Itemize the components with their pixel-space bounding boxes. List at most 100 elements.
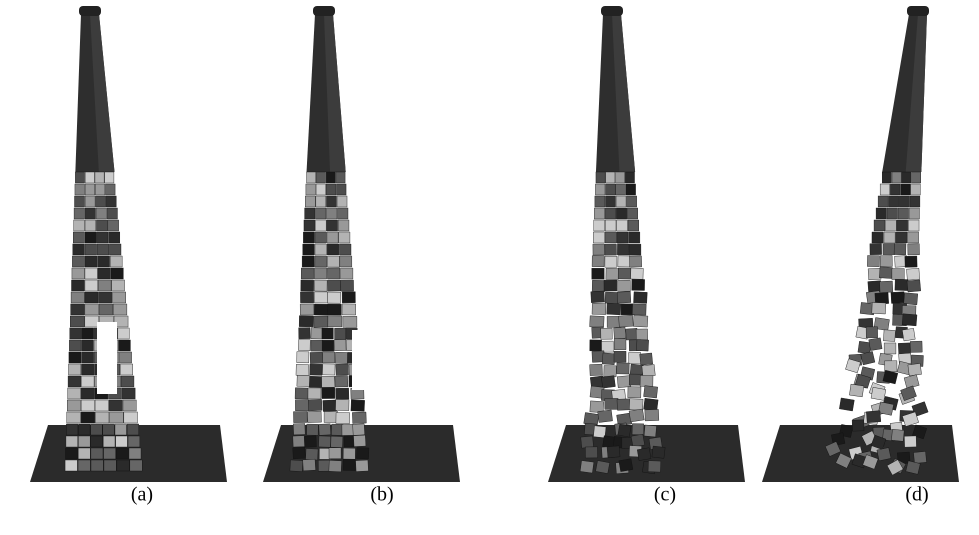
brick	[316, 208, 326, 219]
brick	[631, 434, 645, 447]
brick	[605, 220, 616, 231]
brick	[336, 184, 346, 195]
brick	[85, 304, 99, 315]
brick	[891, 292, 905, 304]
brick	[632, 279, 645, 290]
brick	[69, 364, 81, 375]
brick	[877, 448, 891, 461]
brick	[606, 184, 616, 195]
brick	[626, 328, 638, 340]
brick	[852, 420, 864, 431]
brick	[106, 196, 116, 207]
brick	[629, 352, 641, 363]
brick	[342, 424, 354, 435]
brick	[327, 244, 339, 255]
brick	[81, 364, 93, 375]
brick	[866, 411, 880, 423]
brick	[98, 268, 110, 279]
brick	[633, 315, 648, 327]
brick	[636, 340, 648, 352]
brick	[104, 448, 116, 459]
brick	[297, 375, 310, 386]
spire-cap	[907, 6, 929, 16]
brick	[78, 436, 90, 447]
brick	[329, 448, 341, 459]
brick	[626, 184, 636, 195]
brick	[66, 436, 78, 447]
brick	[619, 459, 633, 472]
brick	[616, 196, 626, 207]
brick	[109, 400, 122, 411]
brick	[910, 341, 922, 352]
brick	[73, 244, 85, 255]
brick	[127, 424, 139, 435]
brick	[592, 303, 606, 314]
brick	[904, 436, 916, 447]
brick	[880, 256, 892, 267]
brick	[591, 291, 605, 303]
brick	[307, 172, 316, 183]
brick	[892, 269, 904, 280]
brick	[85, 196, 95, 207]
brick	[99, 292, 112, 303]
brick	[305, 208, 315, 219]
brick	[295, 388, 308, 399]
brick	[85, 268, 97, 279]
panel: (a)	[30, 6, 227, 506]
brick	[336, 412, 350, 423]
brick	[338, 220, 349, 231]
brick	[338, 208, 348, 219]
brick	[70, 316, 84, 327]
brick	[85, 184, 95, 195]
brick	[72, 268, 84, 279]
brick	[70, 328, 81, 339]
brick	[648, 461, 661, 472]
brick	[644, 398, 659, 411]
brick	[316, 184, 326, 195]
brick	[637, 448, 651, 461]
brick	[339, 244, 351, 255]
brick	[872, 302, 886, 314]
brick	[112, 292, 125, 303]
brick	[116, 436, 128, 447]
brick	[868, 268, 881, 280]
brick	[308, 388, 321, 399]
brick	[311, 340, 323, 351]
brick	[66, 424, 78, 435]
brick	[301, 268, 313, 279]
brick	[594, 220, 605, 231]
brick	[81, 376, 94, 387]
brick	[601, 341, 613, 352]
brick	[878, 196, 888, 207]
brick	[327, 232, 338, 243]
brick	[911, 184, 921, 195]
brick	[71, 292, 84, 303]
brick	[311, 328, 323, 339]
brick	[310, 364, 323, 375]
brick	[327, 256, 339, 267]
brick	[326, 196, 336, 207]
brick	[72, 256, 84, 267]
brick	[629, 256, 641, 267]
brick	[307, 411, 321, 422]
brick	[884, 232, 895, 243]
brick	[869, 338, 882, 351]
brick	[326, 172, 335, 183]
panel-label: (a)	[131, 484, 153, 506]
brick	[880, 281, 893, 293]
brick	[322, 387, 335, 398]
brick	[85, 232, 96, 243]
brick	[337, 196, 347, 207]
brick	[883, 244, 895, 255]
brick	[75, 184, 85, 195]
brick	[298, 339, 310, 350]
brick	[305, 196, 315, 207]
brick	[590, 364, 603, 376]
brick	[293, 423, 305, 434]
brick	[99, 304, 113, 315]
brick	[618, 424, 631, 437]
brick	[902, 172, 911, 183]
brick	[912, 172, 921, 183]
brick	[617, 363, 630, 374]
brick	[314, 280, 327, 291]
